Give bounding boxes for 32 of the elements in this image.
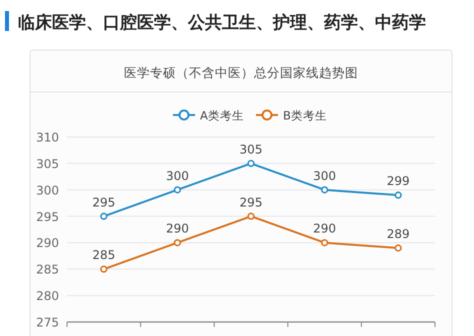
point: [100, 212, 108, 220]
point: [247, 212, 255, 220]
point: [394, 192, 402, 199]
data-label: 295: [92, 195, 116, 210]
point: [174, 186, 181, 194]
data-label: 300: [313, 168, 336, 183]
y-tick-label: 305: [36, 156, 59, 171]
data-label: 300: [166, 168, 189, 183]
point: [100, 266, 108, 273]
point: [174, 239, 181, 246]
data-label: 290: [313, 222, 336, 236]
y-tick-label: 295: [36, 210, 59, 224]
chart-subtitle: 医学专硕（不含中医）总分国家线趋势图: [124, 65, 358, 80]
chart-title: 临床医学、口腔医学、公共卫生、护理、药学、中药学: [18, 13, 426, 33]
data-label: 290: [166, 222, 189, 236]
y-tick-label: 275: [36, 316, 59, 330]
data-label: 285: [92, 248, 116, 262]
data-label: 289: [386, 227, 410, 241]
y-tick-label: 285: [36, 262, 59, 277]
y-tick-label: 290: [36, 236, 59, 250]
point: [394, 244, 402, 252]
data-label: 299: [386, 174, 410, 188]
point: [247, 160, 255, 168]
legend-label: B类考生: [283, 108, 327, 122]
data-label: 295: [240, 195, 262, 210]
data-label: 305: [240, 142, 262, 156]
y-tick-label: 300: [36, 183, 59, 198]
y-tick-label: 310: [36, 130, 59, 144]
point: [321, 239, 328, 246]
point: [321, 186, 328, 194]
legend-label: A类考生: [200, 108, 244, 122]
y-tick-label: 280: [36, 289, 59, 304]
